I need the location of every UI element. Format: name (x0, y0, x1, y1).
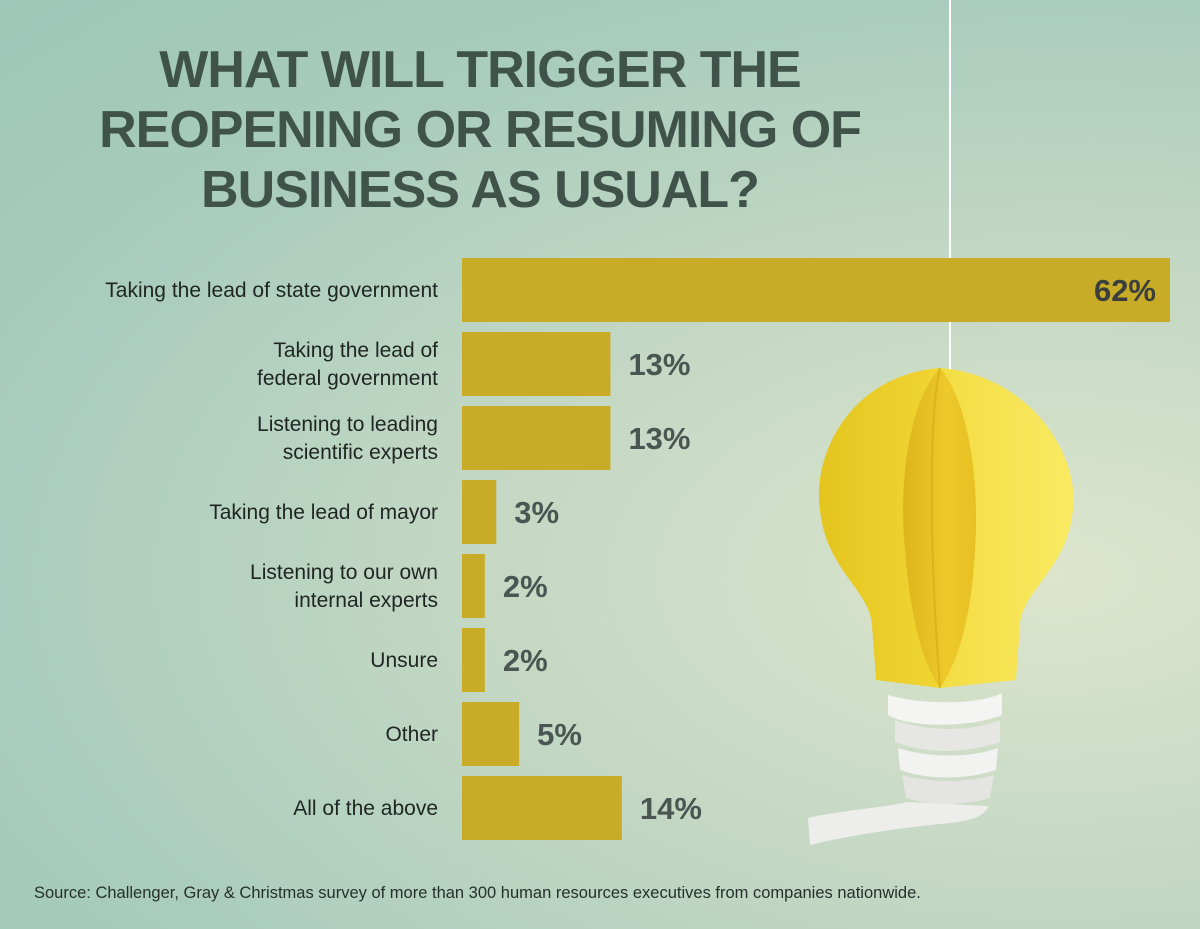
bar-7 (462, 702, 520, 766)
bar-8 (462, 776, 622, 840)
category-label-5: Listening to our own internal experts (250, 561, 438, 612)
bar-6 (462, 628, 485, 692)
data-label-1: 62% (1094, 273, 1156, 308)
data-label-6: 2% (503, 643, 548, 678)
bulb-cord (949, 0, 951, 370)
lightbulb-icon (808, 367, 1074, 845)
category-label-4: Taking the lead of mayor (209, 501, 438, 524)
category-label-7: Other (385, 723, 438, 746)
data-label-2: 13% (628, 347, 690, 382)
chart-title: WHAT WILL TRIGGER THE REOPENING OR RESUM… (99, 41, 862, 219)
category-label-8: All of the above (293, 797, 438, 820)
bar-5 (462, 554, 485, 618)
bar-1 (462, 258, 1170, 322)
data-label-8: 14% (640, 791, 702, 826)
category-label-6: Unsure (370, 649, 438, 672)
data-label-3: 13% (628, 421, 690, 456)
source-note: Source: Challenger, Gray & Christmas sur… (34, 884, 921, 902)
data-label-7: 5% (537, 717, 582, 752)
category-label-2: Taking the lead of federal government (257, 339, 438, 390)
bar-2 (462, 332, 611, 396)
bar-4 (462, 480, 497, 544)
category-label-3: Listening to leading scientific experts (257, 413, 438, 464)
bar-3 (462, 406, 611, 470)
data-label-5: 2% (503, 569, 548, 604)
category-label-1: Taking the lead of state government (105, 279, 438, 302)
data-label-4: 3% (514, 495, 559, 530)
